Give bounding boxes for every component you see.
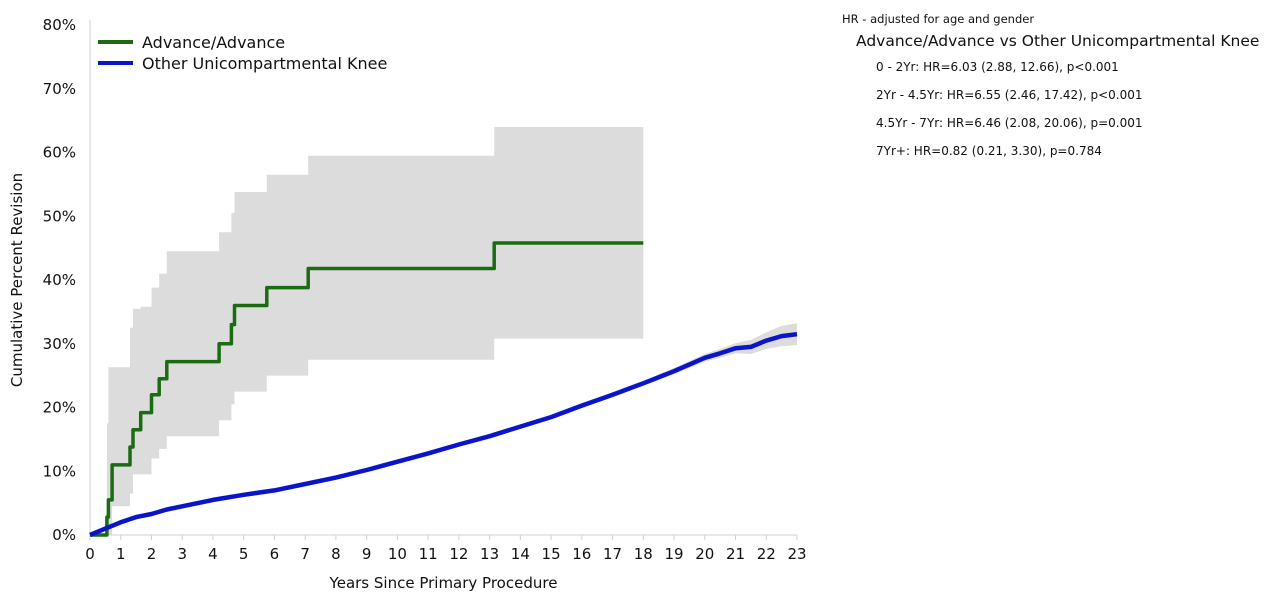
x-tick-label: 6 (270, 545, 280, 563)
x-tick-label: 13 (480, 545, 499, 563)
x-tick-label: 10 (388, 545, 407, 563)
x-tick-label: 1 (116, 545, 126, 563)
legend-label-0: Advance/Advance (142, 33, 285, 52)
axes: 0 1 2 3 4 5 6 7 8 9 10 11 12 13 14 15 16 17 18 19 20 21 22 230%… (43, 16, 807, 563)
confidence-bands (90, 127, 797, 535)
hr-row: 0 - 2Yr: HR=6.03 (2.88, 12.66), p<0.001 (876, 60, 1119, 74)
x-tick-label: 0 (85, 545, 95, 563)
x-axis-title: Years Since Primary Procedure (329, 574, 558, 592)
y-tick-label: 10% (43, 462, 76, 480)
ci-band-0 (90, 127, 644, 535)
x-tick-label: 16 (572, 545, 591, 563)
y-tick-label: 50% (43, 207, 76, 225)
hr-comparison-title: Advance/Advance vs Other Unicompartmenta… (856, 32, 1260, 50)
y-tick-label: 80% (43, 16, 76, 34)
hr-adjustment-note: HR - adjusted for age and gender (842, 12, 1035, 26)
x-tick-label: 9 (362, 545, 372, 563)
x-tick-label: 23 (787, 545, 806, 563)
hr-row: 4.5Yr - 7Yr: HR=6.46 (2.08, 20.06), p=0.… (876, 116, 1143, 130)
hr-row: 2Yr - 4.5Yr: HR=6.55 (2.46, 17.42), p<0.… (876, 88, 1143, 102)
x-tick-label: 22 (757, 545, 776, 563)
hazard-ratio-panel: HR - adjusted for age and gender Advance… (842, 12, 1282, 172)
y-tick-label: 60% (43, 144, 76, 162)
x-tick-label: 5 (239, 545, 249, 563)
series-line-0 (90, 241, 644, 537)
legend: Advance/Advance Other Unicompartmental Kn… (98, 33, 387, 73)
series-lines (89, 241, 798, 538)
x-tick-label: 2 (147, 545, 157, 563)
y-tick-label: 40% (43, 271, 76, 289)
series-line-1 (89, 331, 798, 538)
x-tick-label: 7 (300, 545, 310, 563)
revision-chart: 0 1 2 3 4 5 6 7 8 9 10 11 12 13 14 15 16 17 18 19 20 21 22 230%… (8, 16, 807, 592)
x-tick-label: 20 (695, 545, 714, 563)
y-tick-label: 0% (52, 526, 76, 544)
x-tick-label: 15 (542, 545, 561, 563)
x-tick-label: 4 (208, 545, 218, 563)
x-tick-label: 17 (603, 545, 622, 563)
y-tick-label: 20% (43, 399, 76, 417)
x-tick-label: 12 (449, 545, 468, 563)
x-tick-label: 3 (177, 545, 187, 563)
x-tick-label: 8 (331, 545, 341, 563)
hr-row: 7Yr+: HR=0.82 (0.21, 3.30), p=0.784 (876, 144, 1102, 158)
x-tick-label: 11 (419, 545, 438, 563)
x-tick-label: 21 (726, 545, 745, 563)
x-tick-label: 19 (664, 545, 683, 563)
y-axis-title: Cumulative Percent Revision (8, 173, 26, 387)
y-tick-label: 30% (43, 335, 76, 353)
legend-label-1: Other Unicompartmental Knee (142, 54, 387, 73)
x-tick-label: 14 (511, 545, 530, 563)
x-tick-label: 18 (634, 545, 653, 563)
y-tick-label: 70% (43, 80, 76, 98)
